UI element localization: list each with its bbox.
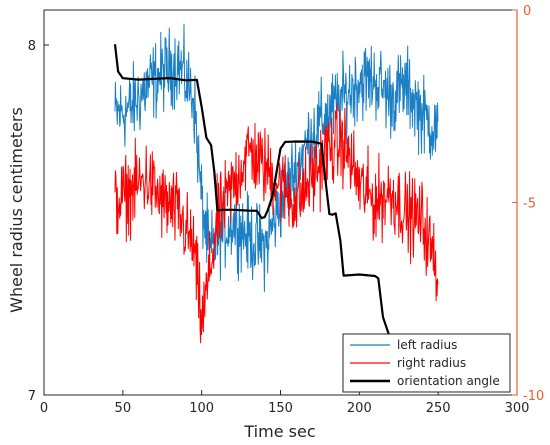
axis-layer: 0 50 100 150 200 250 300 7 8 0 -5 -10	[28, 4, 545, 416]
x-tick-label: 150	[268, 401, 293, 416]
x-tick-label: 200	[347, 401, 372, 416]
y2-tick-label: 0	[523, 4, 531, 19]
y-tick-label: 7	[28, 389, 36, 404]
y-axis-title: Wheel radius centimeters	[7, 107, 26, 313]
x-axis-title: Time sec	[243, 422, 315, 441]
x-tick-label: 300	[505, 401, 530, 416]
series-line-left-radius	[114, 23, 439, 293]
legend-entries: left radius right radius orientation angle	[350, 338, 500, 388]
y2-tick-label: -5	[523, 197, 536, 212]
legend-label-right-radius: right radius	[397, 356, 466, 370]
legend-label-orientation-angle: orientation angle	[397, 374, 500, 388]
x-tick-label: 50	[115, 401, 132, 416]
series-line-right-radius	[114, 103, 439, 344]
x-tick-label: 100	[189, 401, 214, 416]
legend-label-left-radius: left radius	[397, 338, 457, 352]
legend: left radius right radius orientation angle	[342, 333, 511, 393]
x-tick-label: 250	[426, 401, 451, 416]
series-layer	[113, 23, 442, 347]
y-tick-label: 8	[28, 39, 36, 54]
x-tick-label: 0	[40, 401, 48, 416]
y2-tick-label: -10	[523, 389, 544, 404]
series-line-orientation-angle	[113, 44, 442, 347]
